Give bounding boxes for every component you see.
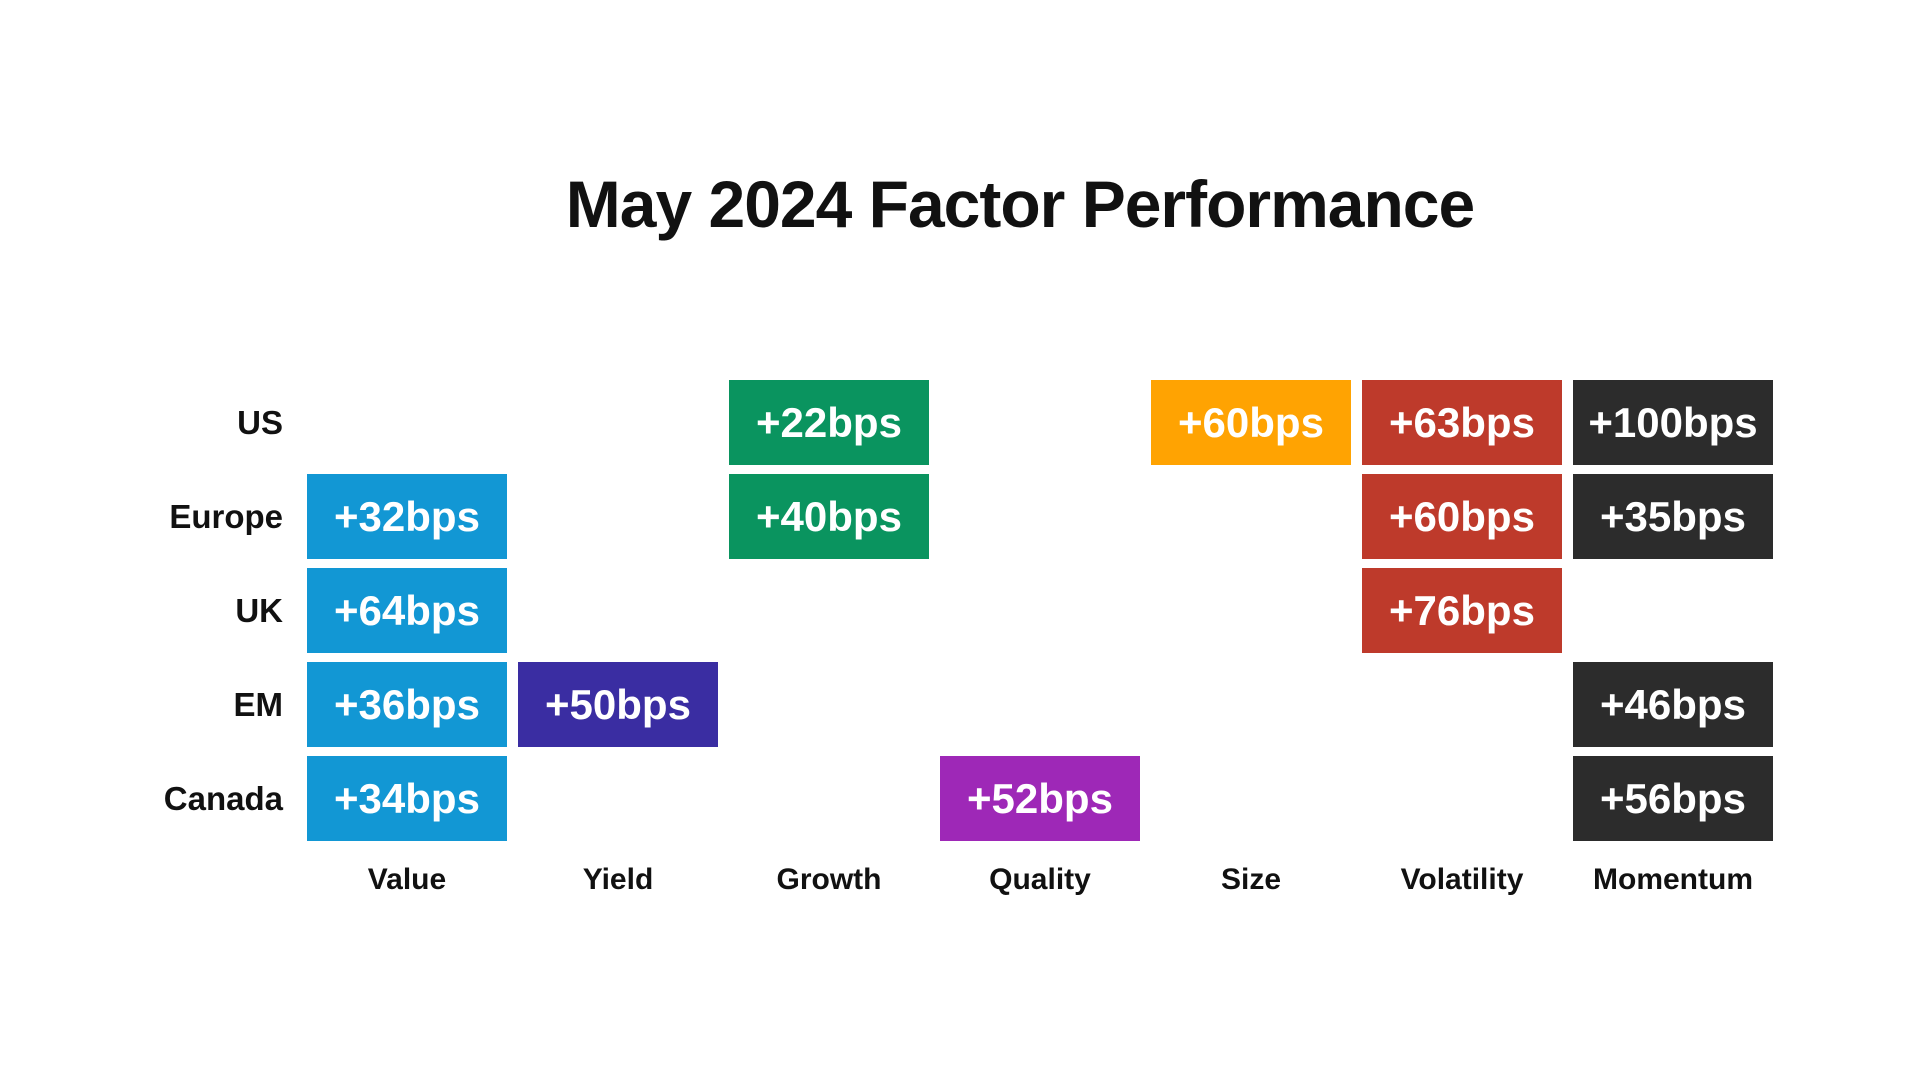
column-label-volatility: Volatility [1400, 863, 1524, 896]
chart-title: May 2024 Factor Performance [565, 167, 1475, 241]
cell-uk-value: +64bps [307, 568, 507, 653]
cell-europe-growth: +40bps [729, 474, 929, 559]
cell-us-momentum: +100bps [1573, 380, 1773, 465]
cell-us-growth: +22bps [729, 380, 929, 465]
cell-us-size: +60bps [1151, 380, 1351, 465]
column-label-value: Value [367, 863, 447, 896]
row-label-us: US [237, 403, 283, 441]
cell-canada-momentum: +56bps [1573, 756, 1773, 841]
cell-canada-quality: +52bps [940, 756, 1140, 841]
cell-europe-value: +32bps [307, 474, 507, 559]
cell-uk-volatility: +76bps [1362, 568, 1562, 653]
column-label-yield: Yield [582, 863, 654, 896]
column-labels: Value Yield Growth Quality Size Volatility Mom… [307, 856, 1773, 904]
cell-em-value: +36bps [307, 662, 507, 747]
cell-europe-momentum: +35bps [1573, 474, 1773, 559]
cell-europe-volatility: +60bps [1362, 474, 1562, 559]
cell-grid: +22bps +60bps +63bps +100bps +32bps +40bps +60… [307, 380, 1773, 841]
column-label-growth: Growth [776, 863, 882, 896]
row-label-canada: Canada [163, 779, 283, 817]
row-label-em: EM [233, 685, 284, 723]
row-label-europe: Europe [169, 497, 283, 535]
column-label-quality: Quality [989, 863, 1091, 896]
row-label-uk: UK [235, 591, 283, 629]
row-labels: US Europe UK EM Canada [0, 380, 283, 841]
cell-canada-value: +34bps [307, 756, 507, 841]
column-label-momentum: Momentum [1593, 863, 1753, 896]
cell-em-momentum: +46bps [1573, 662, 1773, 747]
cell-em-yield: +50bps [518, 662, 718, 747]
cell-us-volatility: +63bps [1362, 380, 1562, 465]
column-label-size: Size [1220, 863, 1282, 896]
